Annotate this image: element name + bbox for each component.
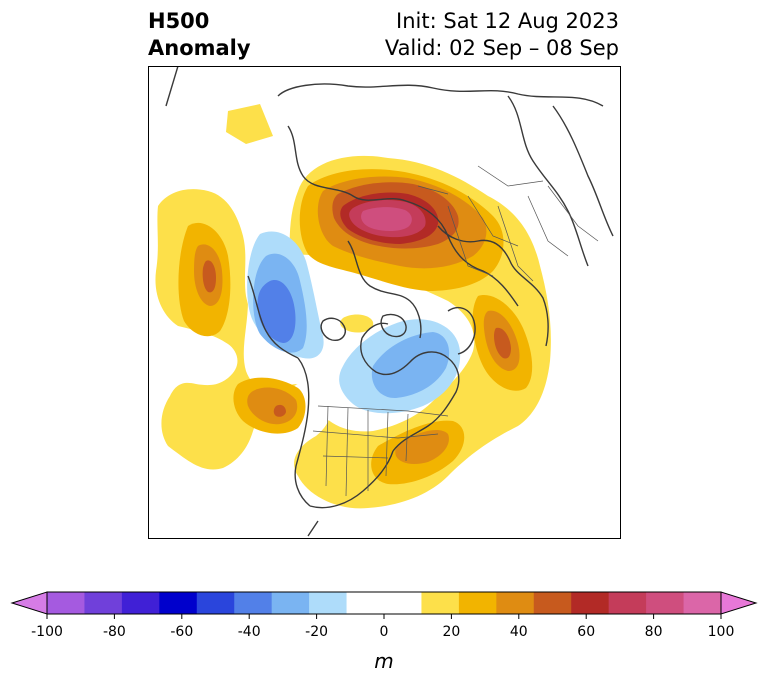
colorbar-cell — [458, 592, 497, 614]
colorbar-cell — [683, 592, 722, 614]
anomaly-map — [148, 66, 621, 539]
valid-range: Valid: 02 Sep – 08 Sep — [384, 36, 619, 60]
coastlines — [165, 66, 614, 537]
colorbar-tick-label: 60 — [577, 624, 595, 640]
colorbar-cell — [384, 592, 422, 614]
colorbar-tick-label: -20 — [305, 624, 328, 640]
colorbar-cell — [421, 592, 460, 614]
colorbar-cell — [309, 592, 348, 614]
colorbar-cell — [159, 592, 198, 614]
map-frame — [148, 66, 621, 539]
colorbar-cell — [533, 592, 572, 614]
positive-anomaly-80 — [361, 207, 412, 232]
colorbar-cell — [234, 592, 273, 614]
colorbar-cell — [84, 592, 123, 614]
small-positive-anomaly — [340, 314, 374, 333]
colorbar-extend-min — [10, 591, 48, 615]
negative-anomaly-strong — [257, 280, 296, 343]
political-borders — [312, 165, 599, 497]
colorbar-extend-max — [720, 591, 758, 615]
colorbar-tick-label: 20 — [442, 624, 460, 640]
colorbar-cell — [496, 592, 535, 614]
colorbar-tick-label: 40 — [510, 624, 528, 640]
colorbar-tick-label: -80 — [103, 624, 126, 640]
title-variable: H500 — [148, 9, 210, 33]
colorbar-tick-label: 100 — [708, 624, 735, 640]
colorbar-cell — [346, 592, 385, 614]
title-right: Init: Sat 12 Aug 2023 Valid: 02 Sep – 08… — [385, 8, 619, 62]
colorbar-cell — [121, 592, 160, 614]
colorbar-cells — [10, 591, 758, 615]
colorbar-cell — [196, 592, 235, 614]
colorbar-tick-label: -60 — [170, 624, 193, 640]
colorbar-cell — [271, 592, 310, 614]
colorbar-unit-label: m — [374, 649, 393, 673]
colorbar-cell — [646, 592, 685, 614]
colorbar-cell — [608, 592, 647, 614]
title-left: H500 Anomaly — [148, 8, 251, 62]
colorbar-tick-label: 0 — [380, 624, 389, 640]
colorbar-cell — [47, 592, 85, 614]
colorbar-tick-label: 80 — [645, 624, 663, 640]
colorbar-tick-label: -100 — [31, 624, 63, 640]
colorbar-tick-label: -40 — [238, 624, 261, 640]
colorbar: -100 -80 -60 -40 -20 0 20 40 60 80 100 m — [10, 591, 758, 673]
title-field: Anomaly — [148, 36, 251, 60]
colorbar-ticks: -100 -80 -60 -40 -20 0 20 40 60 80 100 — [31, 614, 734, 640]
colorbar-cell — [571, 592, 610, 614]
init-date: Init: Sat 12 Aug 2023 — [396, 9, 619, 33]
